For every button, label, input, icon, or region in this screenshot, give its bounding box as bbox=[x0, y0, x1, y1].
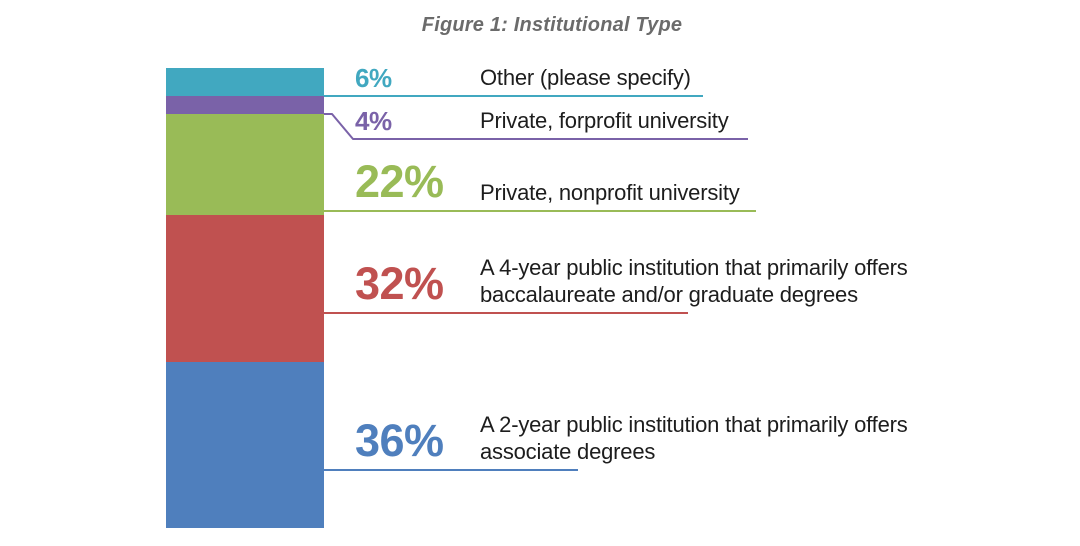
segment-value-1: 4% bbox=[355, 106, 392, 136]
chart-title: Figure 1: Institutional Type bbox=[421, 14, 683, 36]
bar-segment-4 bbox=[166, 362, 324, 528]
segment-value-3: 32% bbox=[355, 258, 444, 309]
bar-segment-1 bbox=[166, 95, 324, 114]
segment-label-1: Private, forprofit university bbox=[480, 108, 729, 133]
bar-segment-0 bbox=[166, 68, 324, 96]
segment-label-0: Other (please specify) bbox=[480, 65, 691, 90]
segment-label-3: A 4-year public institution that primari… bbox=[480, 255, 908, 307]
bar-segment-2 bbox=[166, 114, 324, 216]
segment-label-2: Private, nonprofit university bbox=[480, 180, 740, 205]
segment-label-4: A 2-year public institution that primari… bbox=[480, 412, 908, 464]
segment-value-0: 6% bbox=[355, 63, 392, 93]
stacked-bar bbox=[166, 68, 324, 528]
segment-value-2: 22% bbox=[355, 156, 444, 207]
bar-segment-3 bbox=[166, 215, 324, 363]
segment-value-4: 36% bbox=[355, 415, 444, 466]
